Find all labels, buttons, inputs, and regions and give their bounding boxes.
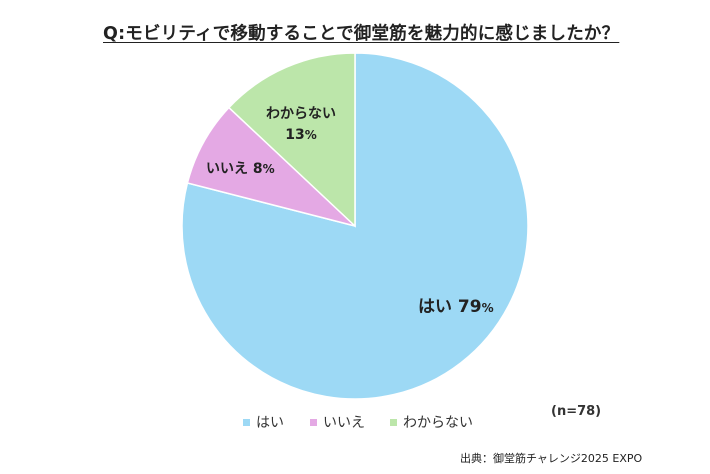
- slice-unknown: [227, 52, 356, 228]
- label-no: いいえ 8%: [206, 158, 275, 178]
- legend-item-yes: はい: [243, 412, 284, 432]
- legend-swatch: [390, 418, 397, 426]
- label-yes-value: 79: [457, 297, 482, 317]
- pct-sign: %: [304, 128, 317, 142]
- sample-size: (n=78): [551, 404, 602, 419]
- label-no-text: いいえ: [206, 161, 248, 177]
- legend-swatch: [243, 418, 250, 426]
- legend-label: わからない: [403, 415, 473, 431]
- legend-swatch: [310, 418, 317, 426]
- legend-label: いいえ: [323, 415, 365, 431]
- label-yes: はい 79%: [418, 292, 494, 317]
- label-unknown-text: わからない: [266, 106, 336, 122]
- label-unknown-value: 13: [285, 127, 305, 143]
- legend-item-no: いいえ: [310, 412, 365, 432]
- source-note: 出典：御堂筋チャレンジ2025 EXPO: [460, 452, 643, 465]
- label-unknown: わからない 13%: [266, 104, 336, 146]
- pct-sign: %: [262, 162, 275, 176]
- legend-item-unknown: わからない: [390, 412, 473, 432]
- label-yes-text: はい: [418, 297, 452, 317]
- label-no-value: 8: [252, 161, 263, 177]
- legend-label: はい: [256, 415, 284, 431]
- chart-title: Q:モビリティで移動することで御堂筋を魅力的に感じましたか？: [103, 24, 620, 44]
- pct-sign: %: [481, 301, 494, 315]
